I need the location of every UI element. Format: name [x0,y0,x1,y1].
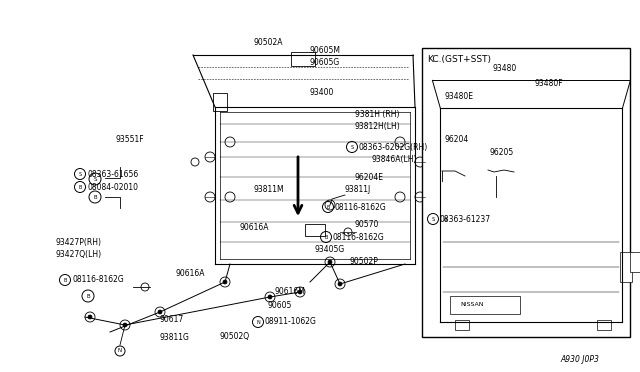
Text: B: B [86,294,90,298]
Text: 93811G: 93811G [160,333,190,341]
Text: N: N [118,349,122,353]
Circle shape [123,323,127,327]
Bar [451,296,520,314]
Text: 90616A: 90616A [175,269,205,279]
Text: 08363-6202G(RH): 08363-6202G(RH) [359,142,428,151]
Text: 90605G: 90605G [310,58,340,67]
Text: 93480E: 93480E [445,92,474,101]
Text: B: B [326,205,330,209]
Text: 96204: 96204 [445,135,469,144]
Text: 90616A: 90616A [240,222,269,231]
Bar [630,252,640,272]
Text: NISSAN: NISSAN [460,302,484,307]
Text: B: B [63,278,67,282]
Text: 08116-8162G: 08116-8162G [333,232,385,241]
Text: S: S [431,217,435,221]
Circle shape [158,310,162,314]
Text: S: S [444,217,447,221]
Text: A930 J0P3: A930 J0P3 [560,356,599,365]
Text: 96205: 96205 [490,148,515,157]
Text: 93427P(RH): 93427P(RH) [55,237,101,247]
Text: 90617: 90617 [160,315,184,324]
Circle shape [338,282,342,286]
Text: 90616M: 90616M [275,288,306,296]
Text: 90570: 90570 [355,219,380,228]
Text: N: N [256,320,260,324]
Text: 93811J: 93811J [345,185,371,193]
Text: 08116-8162G: 08116-8162G [72,276,124,285]
Text: 93812H(LH): 93812H(LH) [355,122,401,131]
Text: 90502Q: 90502Q [220,333,250,341]
Text: B: B [93,195,97,199]
Text: B: B [324,234,328,240]
Bar [213,93,227,111]
Circle shape [223,280,227,284]
Text: 9381H (RH): 9381H (RH) [355,109,399,119]
Text: 90605: 90605 [268,301,292,310]
Bar [456,320,469,330]
Text: S: S [351,144,353,150]
Text: 93811M: 93811M [253,185,284,193]
Text: 93480F: 93480F [534,79,563,88]
Circle shape [268,295,272,299]
Text: S: S [93,176,97,182]
Text: 08911-1062G: 08911-1062G [265,317,317,327]
Bar [305,224,325,236]
Bar [620,252,632,282]
Bar [422,48,630,337]
Circle shape [328,260,332,264]
Text: 08084-02010: 08084-02010 [87,183,138,192]
Text: KC.(GST+SST): KC.(GST+SST) [428,55,492,64]
Text: 93846A(LH): 93846A(LH) [372,154,417,164]
Text: S: S [79,171,81,176]
Text: B: B [78,185,82,189]
Text: 08363-61237: 08363-61237 [440,215,491,224]
Circle shape [88,315,92,319]
Text: 93480: 93480 [493,64,517,73]
Text: 93427Q(LH): 93427Q(LH) [55,250,101,259]
Text: 93400: 93400 [310,87,334,96]
Text: 08363-61656: 08363-61656 [87,170,138,179]
Text: 93405G: 93405G [315,246,345,254]
Text: 90502P: 90502P [350,257,379,266]
Text: 96204E: 96204E [355,173,384,182]
Bar [597,320,611,330]
Bar [291,52,315,66]
Text: 90605M: 90605M [310,45,341,55]
Circle shape [298,290,302,294]
Text: 93551F: 93551F [115,135,143,144]
Text: 90502A: 90502A [253,38,282,46]
Text: 08116-8162G: 08116-8162G [335,202,387,212]
